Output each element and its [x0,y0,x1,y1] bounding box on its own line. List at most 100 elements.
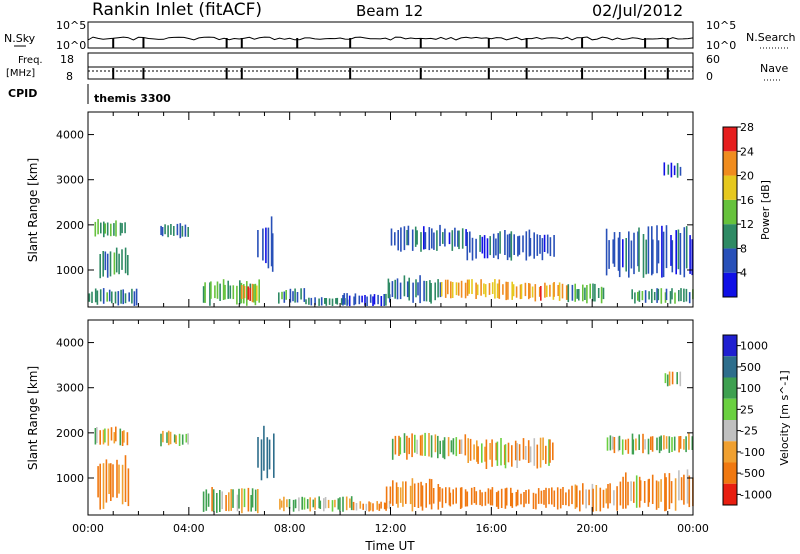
scatter-stripe [491,439,493,467]
scatter-stripe [579,490,581,512]
colorbar-swatch [723,199,737,225]
scatter-stripe [536,444,539,469]
scatter-stripe [592,283,594,302]
scatter-stripe [458,230,460,250]
scatter-stripe [385,486,388,509]
scatter-stripe [187,227,189,237]
scatter-stripe [447,437,450,457]
scatter-stripe [491,487,494,506]
scatter-stripe [487,488,490,504]
scatter-stripe [508,233,511,258]
y-tick-label: 3000 [56,174,84,187]
colorbar-tick-label: 100 [740,382,761,395]
scatter-stripe [110,427,113,441]
scatter-stripe [460,439,463,454]
scatter-stripe [686,469,689,504]
power-panel-frame [87,111,694,308]
colorbar-tick-label: -100 [740,446,765,459]
scatter-stripe [431,228,433,249]
scatter-stripe [294,499,297,509]
scatter-stripe [262,228,264,261]
scatter-stripe [539,437,542,468]
scatter-stripe [548,488,550,505]
scatter-stripe [257,230,259,258]
scatter-stripe [448,232,451,245]
scatter-stripe [589,283,591,299]
scatter-stripe [114,291,117,304]
scatter-stripe [119,222,122,236]
scatter-stripe [532,492,535,509]
colorbar-swatch [723,462,737,484]
scatter-stripe [677,229,680,270]
scatter-stripe [666,374,669,387]
scatter-stripe [627,481,629,506]
scatter-stripe [527,440,530,463]
scatter-stripe [638,434,640,450]
scatter-stripe [104,428,106,443]
scatter-stripe [397,230,399,251]
scatter-stripe [396,278,399,300]
scatter-stripe [102,288,105,304]
scatter-stripe [405,481,407,504]
scatter-stripe [691,239,693,276]
scatter-stripe [489,236,491,256]
scatter-stripe [257,437,259,468]
scatter-stripe [392,480,394,506]
x-tick-label: 00:00 [72,522,104,535]
scatter-stripe [471,279,473,294]
y-tick-label: 1000 [56,264,84,277]
scatter-stripe [327,499,330,509]
nsky-strip-frame [87,21,694,49]
scatter-stripe [254,283,257,306]
scatter-stripe [457,282,460,296]
scatter-stripe [406,230,408,246]
scatter-stripe [434,434,437,453]
scatter-stripe [271,233,274,272]
scatter-stripe [359,501,362,509]
scatter-stripe [406,435,408,460]
scatter-stripe [664,292,667,303]
scatter-stripe [342,496,344,512]
scatter-stripe [495,492,498,507]
scatter-stripe [504,230,506,255]
scatter-stripe [181,434,184,445]
scatter-stripe [549,237,552,257]
scatter-stripe [173,434,176,443]
scatter-stripe [520,493,522,505]
scatter-stripe [236,494,239,512]
scatter-stripe [417,482,420,508]
scatter-stripe [450,440,453,453]
scatter-stripe [475,491,478,505]
scatter-stripe [437,435,439,459]
colorbar-swatch [723,248,737,273]
scatter-stripe [644,290,647,303]
scatter-stripe [469,438,472,461]
scatter-stripe [476,284,479,296]
scatter-stripe [369,294,372,303]
scatter-stripe [679,166,682,176]
scatter-stripe [571,284,574,301]
scatter-stripe [616,486,618,511]
scatter-stripe [312,499,315,508]
scatter-stripe [121,249,123,270]
scatter-stripe [609,435,612,451]
power-ylabel: Slant Range [km] [26,158,40,262]
scatter-stripe [663,162,666,176]
scatter-stripe [178,433,181,446]
scatter-stripe [540,286,542,301]
scatter-stripe [511,445,513,467]
scatter-stripe [545,445,547,464]
scatter-stripe [533,232,535,259]
scatter-stripe [361,295,363,303]
scatter-stripe [452,489,454,505]
scatter-stripe [378,503,381,511]
colorbar-tick-label: 20 [740,170,754,183]
scatter-stripe [204,282,206,303]
scatter-stripe [354,293,357,305]
scatter-stripe [306,499,309,509]
scatter-stripe [608,240,610,269]
scatter-stripe [430,479,433,510]
scatter-stripe [280,500,283,508]
scatter-stripe [112,464,114,498]
scatter-stripe [243,488,246,508]
